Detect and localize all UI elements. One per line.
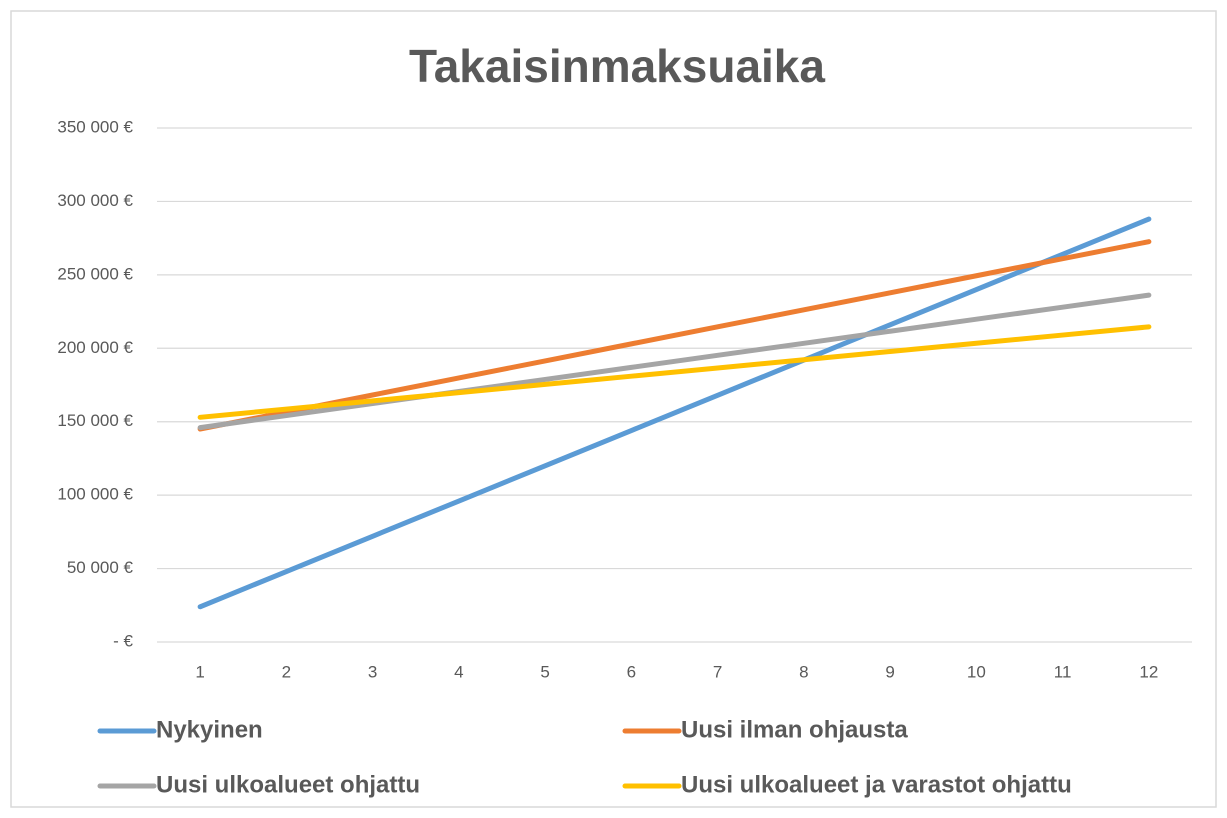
data-line xyxy=(197,292,1152,431)
x-tick-label: 12 xyxy=(1139,662,1158,681)
legend-label: Uusi ulkoalueet ja varastot ohjattu xyxy=(681,771,1072,798)
data-line xyxy=(197,324,1152,420)
y-tick-label: - € xyxy=(113,631,133,650)
x-tick-label: 4 xyxy=(454,662,463,681)
x-tick-label: 11 xyxy=(1054,662,1072,681)
x-tick-label: 2 xyxy=(282,662,291,681)
y-tick-label: 300 000 € xyxy=(57,191,133,210)
legend-label: Uusi ilman ohjausta xyxy=(681,716,908,743)
y-tick-label: 100 000 € xyxy=(57,485,133,504)
data-line xyxy=(197,239,1152,432)
x-tick-label: 5 xyxy=(540,662,549,681)
x-tick-label: 8 xyxy=(799,662,808,681)
x-tick-label: 6 xyxy=(627,662,636,681)
y-tick-label: 50 000 € xyxy=(67,558,134,577)
y-tick-label: 350 000 € xyxy=(57,117,133,136)
legend-label: Nykyinen xyxy=(156,716,263,743)
legend-label: Uusi ulkoalueet ohjattu xyxy=(156,771,420,798)
x-tick-label: 9 xyxy=(885,662,894,681)
chart-frame xyxy=(10,10,1217,808)
x-tick-label: 1 xyxy=(195,662,204,681)
y-tick-label: 150 000 € xyxy=(57,411,133,430)
y-tick-label: 200 000 € xyxy=(57,338,133,357)
x-tick-label: 3 xyxy=(368,662,377,681)
data-line xyxy=(197,216,1152,610)
y-tick-label: 250 000 € xyxy=(57,264,133,283)
chart-title: Takaisinmaksuaika xyxy=(409,40,825,92)
x-tick-label: 10 xyxy=(967,662,986,681)
x-tick-label: 7 xyxy=(713,662,722,681)
